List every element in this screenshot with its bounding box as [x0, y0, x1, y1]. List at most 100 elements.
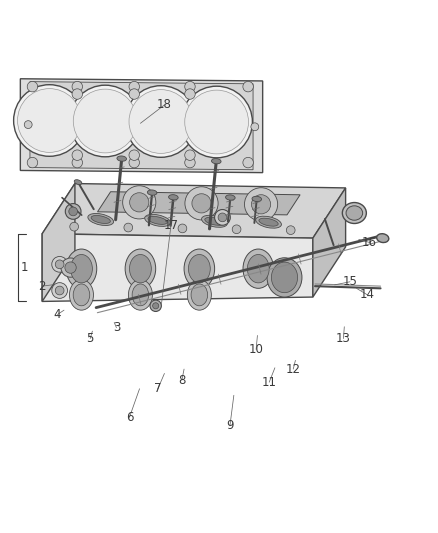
Ellipse shape [184, 249, 215, 288]
Polygon shape [20, 79, 263, 173]
Circle shape [125, 86, 197, 157]
Text: 8: 8 [178, 374, 186, 386]
Ellipse shape [148, 216, 167, 224]
Circle shape [215, 209, 230, 225]
Text: 16: 16 [362, 236, 377, 249]
Ellipse shape [346, 206, 363, 220]
Circle shape [69, 85, 141, 157]
Circle shape [129, 150, 139, 160]
Ellipse shape [88, 214, 113, 225]
Text: 13: 13 [336, 332, 351, 345]
Ellipse shape [377, 233, 389, 243]
Circle shape [243, 82, 253, 92]
Ellipse shape [132, 284, 149, 306]
Polygon shape [313, 188, 346, 297]
Circle shape [152, 303, 159, 309]
Ellipse shape [191, 284, 208, 306]
Circle shape [185, 89, 195, 99]
Ellipse shape [252, 196, 261, 201]
Circle shape [129, 82, 139, 92]
Ellipse shape [267, 258, 302, 297]
Circle shape [24, 120, 32, 128]
Ellipse shape [205, 217, 224, 225]
Text: 2: 2 [39, 280, 46, 293]
Circle shape [61, 258, 80, 277]
Ellipse shape [125, 249, 155, 288]
Circle shape [150, 300, 161, 311]
Circle shape [69, 207, 78, 216]
Ellipse shape [117, 156, 127, 161]
Circle shape [72, 89, 82, 99]
Ellipse shape [145, 214, 170, 227]
Ellipse shape [247, 254, 269, 283]
Circle shape [18, 88, 81, 152]
Ellipse shape [71, 254, 92, 283]
Text: 17: 17 [163, 219, 178, 231]
Ellipse shape [243, 249, 274, 288]
Circle shape [218, 213, 227, 222]
Text: 12: 12 [286, 362, 301, 376]
Circle shape [192, 193, 211, 213]
Circle shape [70, 222, 78, 231]
Polygon shape [30, 82, 253, 169]
Ellipse shape [188, 254, 210, 283]
Circle shape [73, 89, 137, 153]
Ellipse shape [169, 195, 178, 200]
Ellipse shape [128, 280, 152, 310]
Circle shape [129, 89, 139, 99]
Circle shape [124, 223, 133, 232]
Circle shape [27, 157, 38, 168]
Circle shape [129, 157, 139, 168]
Circle shape [185, 150, 195, 160]
Ellipse shape [187, 280, 212, 310]
Circle shape [178, 224, 187, 233]
Ellipse shape [91, 215, 110, 223]
Text: 14: 14 [360, 288, 375, 301]
Circle shape [55, 286, 64, 295]
Ellipse shape [66, 249, 97, 288]
Text: 15: 15 [343, 275, 357, 288]
Circle shape [185, 90, 248, 154]
Circle shape [52, 256, 67, 272]
Ellipse shape [201, 215, 227, 227]
Circle shape [251, 195, 271, 214]
Text: 11: 11 [262, 376, 277, 389]
Text: 9: 9 [226, 419, 233, 432]
Polygon shape [42, 183, 346, 238]
Circle shape [55, 260, 64, 269]
Text: 10: 10 [249, 343, 264, 356]
Ellipse shape [212, 158, 221, 164]
Text: 7: 7 [154, 382, 162, 395]
Ellipse shape [74, 180, 82, 184]
Ellipse shape [343, 203, 366, 223]
Circle shape [14, 85, 85, 156]
Circle shape [181, 86, 252, 158]
Polygon shape [42, 234, 313, 302]
Text: 5: 5 [87, 332, 94, 345]
Text: 1: 1 [21, 261, 28, 274]
Ellipse shape [147, 190, 157, 195]
Polygon shape [42, 183, 75, 302]
Circle shape [72, 150, 82, 160]
Circle shape [72, 157, 82, 168]
Circle shape [65, 204, 81, 219]
Ellipse shape [130, 254, 151, 283]
Circle shape [286, 226, 295, 235]
Ellipse shape [256, 216, 282, 228]
Circle shape [232, 225, 241, 233]
Ellipse shape [226, 195, 235, 200]
Ellipse shape [70, 280, 93, 310]
Circle shape [185, 157, 195, 168]
Circle shape [185, 82, 195, 92]
Polygon shape [98, 192, 300, 215]
Ellipse shape [259, 218, 278, 226]
Circle shape [52, 282, 67, 298]
Text: 4: 4 [54, 308, 61, 321]
Circle shape [185, 187, 218, 220]
Circle shape [65, 262, 76, 273]
Text: 18: 18 [157, 99, 172, 111]
Circle shape [27, 82, 38, 92]
Text: 3: 3 [113, 321, 120, 334]
Circle shape [243, 157, 253, 168]
Text: 6: 6 [126, 410, 133, 424]
